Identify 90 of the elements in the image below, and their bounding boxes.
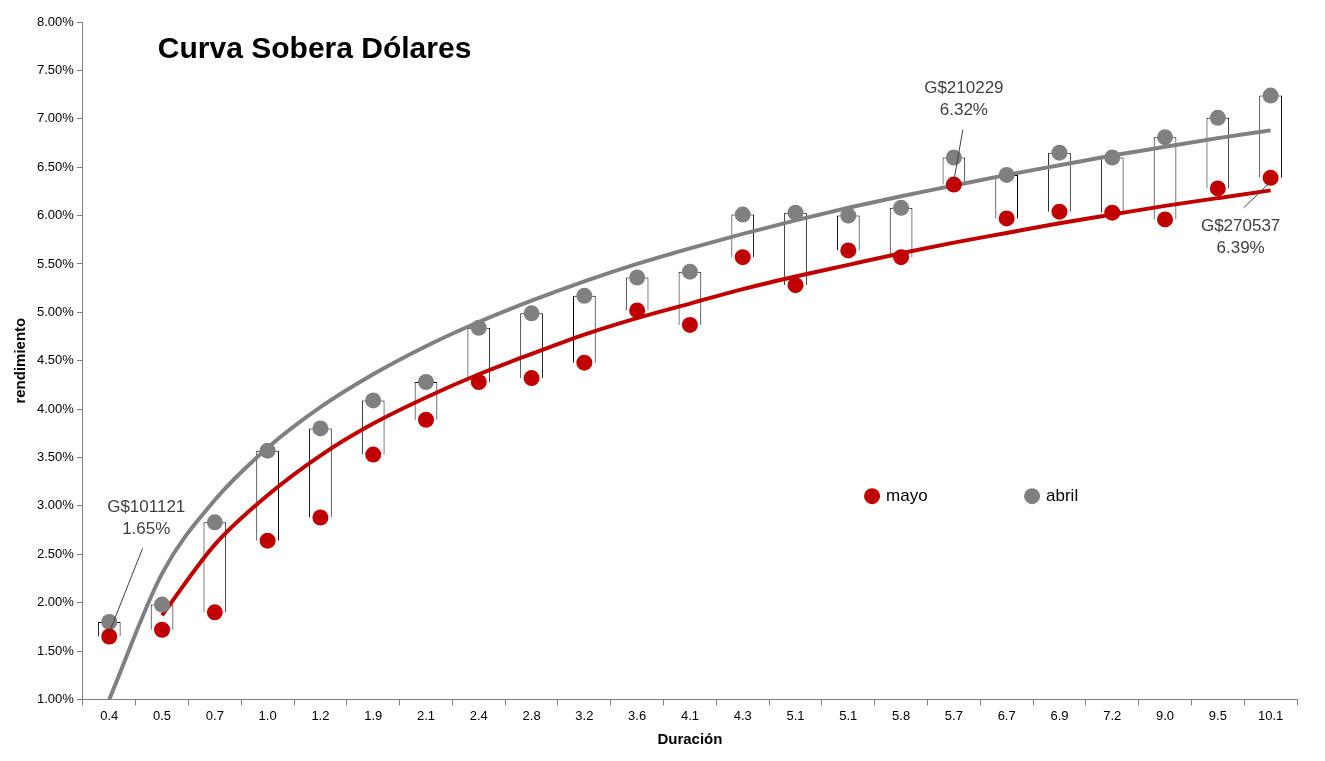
point	[629, 269, 646, 286]
point	[681, 316, 698, 333]
point	[101, 628, 118, 645]
point	[1104, 204, 1121, 221]
x-tick-label: 5.1	[786, 707, 805, 723]
x-tick-label: 2.1	[416, 707, 436, 723]
point	[840, 207, 857, 224]
y-tick-label: 1.50%	[36, 642, 75, 658]
y-tick-label: 4.50%	[36, 352, 75, 368]
point	[1209, 109, 1226, 126]
point	[417, 411, 434, 428]
point	[787, 277, 804, 294]
point	[154, 621, 171, 638]
point	[417, 373, 434, 390]
point	[1157, 211, 1174, 228]
point	[154, 596, 171, 613]
point	[998, 166, 1015, 183]
annotation: G$210229 6.32%	[924, 78, 1004, 120]
y-tick-label: 5.00%	[36, 303, 75, 319]
x-tick-label: 4.1	[680, 707, 699, 723]
point	[259, 532, 276, 549]
point	[734, 206, 751, 223]
point	[206, 604, 223, 621]
point	[1262, 87, 1279, 104]
y-tick-label: 1.00%	[36, 690, 75, 706]
y-tick-label: 3.50%	[36, 449, 75, 465]
x-tick-label: 1.9	[364, 707, 383, 723]
y-tick-label: 7.50%	[36, 61, 75, 77]
x-tick-label: 6.7	[997, 707, 1016, 723]
x-tick-label: 9.5	[1208, 707, 1227, 723]
y-tick-label: 5.50%	[36, 255, 75, 271]
point	[470, 319, 487, 336]
point	[998, 210, 1015, 227]
point	[523, 305, 540, 322]
point	[206, 514, 223, 531]
annotation: G$101121 1.65%	[107, 497, 186, 539]
x-axis-title: Duración	[657, 730, 723, 748]
point	[523, 370, 540, 387]
legend-label: mayo	[886, 485, 928, 505]
y-tick-label: 6.50%	[36, 158, 75, 174]
point	[787, 204, 804, 221]
point	[365, 392, 382, 409]
point	[1051, 203, 1068, 220]
x-tick-label: 2.4	[469, 707, 488, 723]
x-tick-label: 5.8	[892, 707, 911, 723]
x-tick-label: 3.6	[628, 707, 647, 723]
point	[576, 354, 593, 371]
x-tick-label: 3.2	[575, 707, 594, 723]
x-tick-label: 5.7	[944, 707, 963, 723]
point	[259, 442, 276, 459]
y-tick-label: 2.00%	[36, 594, 75, 610]
x-tick-label: 4.3	[733, 707, 752, 723]
point	[734, 249, 751, 266]
point	[681, 263, 698, 280]
x-tick-label: 0.4	[100, 707, 119, 723]
point	[312, 420, 329, 437]
x-tick-label: 1.0	[258, 707, 277, 723]
point	[1262, 169, 1279, 186]
x-tick-label: 7.2	[1103, 707, 1122, 723]
point	[576, 287, 593, 304]
y-tick-label: 3.00%	[36, 497, 75, 513]
point	[470, 373, 487, 390]
y-tick-label: 6.00%	[36, 207, 75, 223]
y-axis-title: rendimiento	[11, 317, 29, 404]
x-tick-label: 1.2	[311, 707, 330, 723]
y-tick-label: 2.50%	[36, 545, 75, 561]
point	[1104, 149, 1121, 166]
point	[945, 176, 962, 193]
x-tick-label: 6.9	[1050, 707, 1069, 723]
point	[365, 446, 382, 463]
point	[629, 302, 646, 319]
x-tick-label: 0.5	[153, 707, 172, 723]
y-tick-label: 7.00%	[36, 110, 75, 126]
point	[1051, 144, 1068, 161]
x-tick-label: 2.8	[522, 707, 541, 723]
legend-label: abril	[1046, 485, 1079, 505]
y-tick-label: 4.00%	[36, 400, 75, 416]
x-tick-label: 9.0	[1155, 707, 1175, 723]
point	[1209, 180, 1226, 197]
point	[893, 199, 910, 216]
point	[312, 509, 329, 526]
y-tick-label: 8.00%	[36, 13, 75, 29]
x-tick-label: 0.7	[205, 707, 224, 723]
point	[840, 242, 857, 259]
chart-title: Curva Sobera Dólares	[157, 31, 472, 65]
point	[893, 249, 910, 266]
x-tick-label: 10.1	[1257, 707, 1284, 723]
annotation: G$270537 6.39%	[1200, 216, 1281, 258]
x-tick-label: 5.1	[839, 707, 858, 723]
point	[1157, 129, 1174, 146]
